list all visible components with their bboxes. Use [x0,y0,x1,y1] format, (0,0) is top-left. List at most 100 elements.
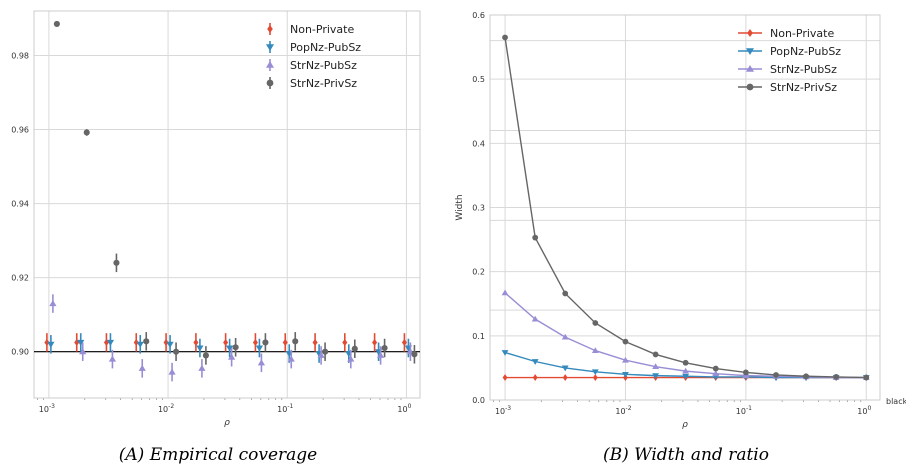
data-point [44,338,50,347]
data-point [202,352,209,359]
data-point [622,356,629,363]
plot-frame [489,14,881,401]
data-point [322,348,329,355]
x-tick-exponent: -1 [746,405,752,412]
legend-marker [266,79,274,87]
x-tick-exponent: -1 [287,403,293,410]
data-point [803,373,809,380]
data-point [83,129,90,136]
data-point [317,351,325,358]
data-point [562,374,568,381]
x-tick-label: 100 [397,403,411,414]
y-tick-label: 0.3 [472,204,485,213]
data-point [168,368,176,375]
data-point [592,374,598,381]
y-tick-label: 0.0 [472,396,485,405]
data-point [106,339,115,347]
data-point [347,355,355,362]
y-tick-label: 0.96 [11,126,29,135]
data-point [47,341,55,348]
data-point [682,359,689,366]
data-point [742,369,749,376]
y-tick-label: 0.92 [11,274,29,283]
legend-label: PopNz-PubSz [290,41,361,54]
x-tick-exponent: -2 [168,403,174,410]
caption-empirical-coverage: (A) Empirical coverage [119,445,317,465]
plot-frame [33,10,421,399]
x-tick-label: 10-1 [277,403,293,414]
data-point [773,372,779,378]
data-point [196,345,204,352]
x-tick-label: 10-2 [158,403,174,414]
legend-marker [266,44,274,51]
data-point [591,369,599,376]
legend-label: StrNz-PubSz [290,59,357,72]
data-point [682,373,690,380]
caption-width-and-ratio: (B) Width and ratio [603,445,769,465]
data-point [502,34,508,41]
data-point [79,348,87,355]
data-point [501,289,509,296]
data-point [501,350,509,356]
x-tick-label: 10-2 [615,405,631,416]
legend-label: Non-Private [290,23,354,36]
data-point [532,374,538,381]
x-tick-label: 10-3 [495,405,511,416]
data-point [652,351,659,358]
data-point [401,338,407,347]
x-tick-exponent: -3 [49,403,55,410]
data-point [562,290,569,297]
data-point [376,351,385,358]
data-point [138,364,146,371]
data-point [257,359,266,366]
data-point [108,355,117,362]
data-point [682,367,690,374]
data-point [561,365,569,372]
legend-label: StrNz-PrivSz [770,81,837,94]
y-tick-label: 0.4 [472,139,485,148]
data-point [652,363,660,370]
data-point [531,315,539,322]
legend-marker [746,65,754,72]
series-strnz-privsz [502,34,870,381]
data-point [712,365,719,372]
data-point [143,338,150,345]
panel-width-and-ratio: 0.0 0.1 0.2 0.3 0.4 0.5 0.6 10-3 10-2 10-1 100 Non-… [455,11,906,430]
data-point [49,299,57,307]
data-point [193,338,199,347]
data-point [255,345,264,352]
legend-marker [266,61,274,68]
x-tick-exponent: -3 [505,405,511,412]
legend-marker [747,29,753,37]
y-tick-label: 0.6 [472,11,485,20]
data-point [223,338,229,347]
data-point [342,338,348,347]
legend-label: Non-Private [770,27,834,40]
data-point [833,374,840,380]
data-point [531,359,539,365]
legend-marker [746,83,754,91]
data-point [561,333,569,340]
legend-label: StrNz-PubSz [770,63,837,76]
legend-label: PopNz-PubSz [770,45,841,58]
data-point [622,371,629,378]
x-axis-label: ρ [682,420,688,430]
x-axis-label: ρ [224,418,230,428]
data-point [372,338,378,347]
data-point [591,347,599,353]
data-point [292,338,299,345]
data-point [198,364,206,371]
x-tick-label: 10-1 [736,405,752,416]
data-point [652,373,660,380]
data-point [77,339,85,347]
data-point [411,351,418,358]
y-tick-label: 0.1 [472,332,485,341]
side-label: black [886,397,906,406]
data-point [228,353,236,360]
data-point [592,320,599,326]
data-point [166,341,174,348]
data-point [226,345,234,352]
y-tick-label: 0.90 [11,348,29,357]
legend-label: StrNz-PrivSz [290,77,357,90]
